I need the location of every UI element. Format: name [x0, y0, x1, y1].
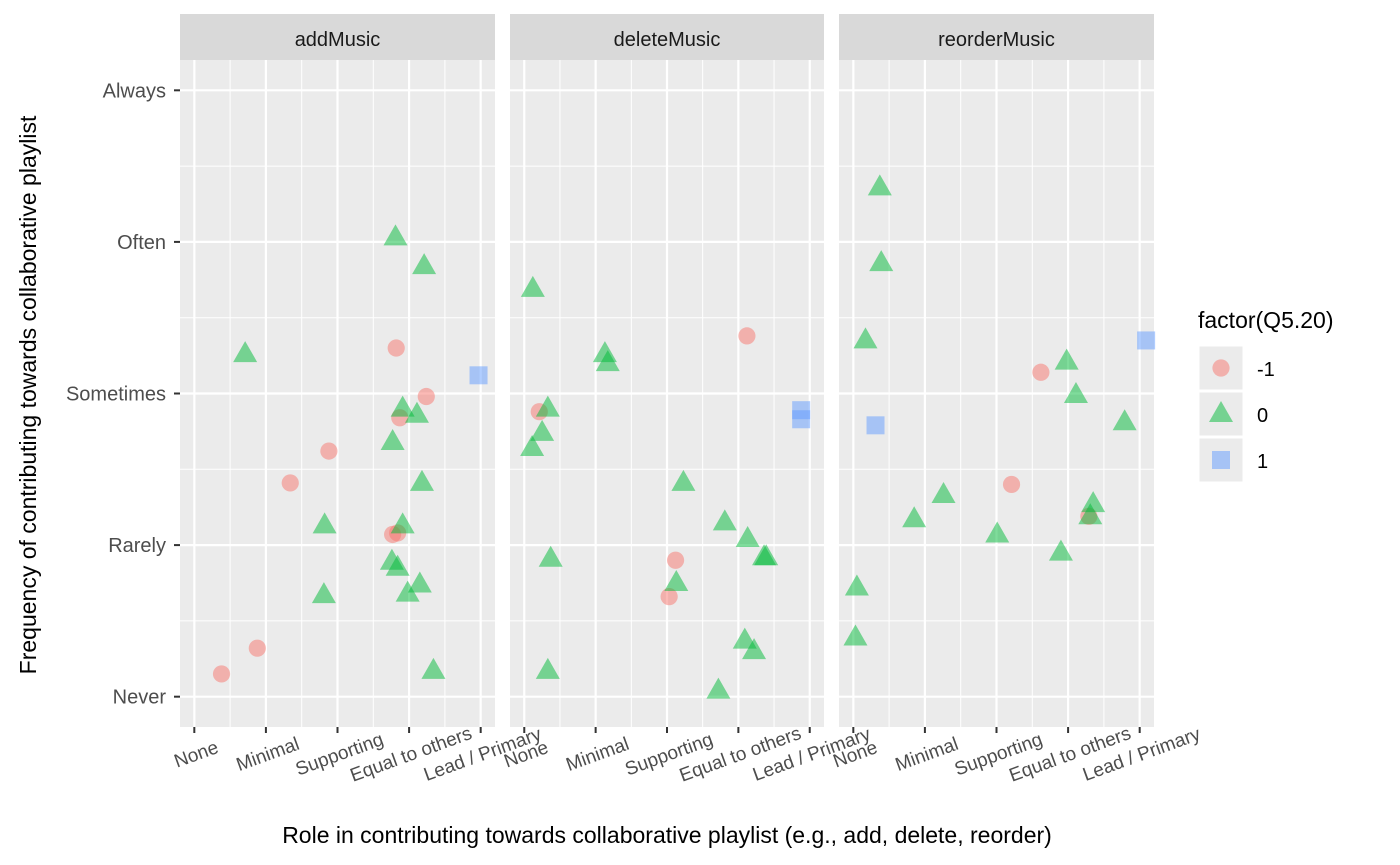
triangle-point — [1078, 503, 1103, 525]
facet-strip-label: deleteMusic — [614, 29, 721, 51]
triangle-point — [735, 526, 760, 548]
circle-point — [666, 551, 685, 569]
triangle-point — [1063, 381, 1088, 403]
circle-point — [248, 639, 266, 657]
triangle-point — [233, 341, 258, 363]
x-tick-label: None — [172, 737, 222, 772]
triangle-point — [390, 512, 415, 534]
legend-key-triangle — [1209, 400, 1233, 422]
triangle-point — [404, 401, 429, 423]
facet-strip-label: reorderMusic — [938, 29, 1055, 51]
triangle-point — [535, 657, 560, 679]
circle-point — [738, 327, 756, 345]
legend-keys: -1 0 1 — [1198, 345, 1275, 483]
triangle-point — [1112, 409, 1137, 431]
triangle-point — [931, 482, 956, 504]
triangle-point — [535, 395, 560, 417]
triangle-point — [742, 638, 767, 660]
circle-point — [1002, 475, 1021, 494]
facet-strip — [839, 14, 1154, 60]
triangle-point — [395, 580, 420, 602]
triangle-point — [390, 395, 415, 417]
circle-point — [281, 474, 299, 492]
triangle-point — [853, 327, 878, 349]
legend-label: 0 — [1257, 405, 1268, 427]
triangle-point — [380, 428, 405, 450]
triangle-point — [311, 582, 336, 604]
triangle-point — [385, 554, 410, 576]
triangle-point — [843, 624, 868, 646]
legend-key-square — [1212, 451, 1230, 469]
triangle-point — [530, 419, 555, 441]
facet-strip — [180, 14, 495, 60]
legend-key-circle — [1212, 359, 1230, 377]
legend: factor(Q5.20) -1 0 1 — [1198, 307, 1334, 483]
triangle-point — [902, 506, 927, 528]
facet-strip-label: addMusic — [295, 29, 381, 51]
triangle-point — [706, 677, 731, 699]
triangle-point — [421, 657, 446, 679]
triangle-point — [412, 253, 437, 275]
square-point — [792, 410, 811, 429]
circle-point — [417, 387, 435, 406]
triangle-point — [520, 435, 545, 457]
triangle-point — [383, 224, 408, 246]
triangle-point — [844, 574, 869, 596]
triangle-point — [869, 250, 894, 272]
square-point — [866, 416, 885, 435]
x-axis-title: Role in contributing towards collaborati… — [282, 822, 1052, 848]
y-tick-label: Sometimes — [66, 384, 166, 406]
square-point — [469, 366, 488, 385]
triangle-point — [312, 512, 337, 534]
legend-label: 1 — [1257, 451, 1268, 473]
triangle-point — [1048, 539, 1073, 561]
y-tick-label: Never — [113, 687, 167, 709]
circle-point — [387, 339, 405, 357]
triangle-point — [754, 544, 779, 566]
triangle-point — [407, 571, 432, 593]
triangle-point — [1054, 348, 1079, 370]
triangle-point — [712, 509, 737, 531]
triangle-point — [538, 545, 563, 567]
triangle-point — [664, 569, 689, 591]
y-tick-label: Often — [117, 232, 166, 254]
triangle-point — [732, 627, 757, 649]
square-point — [1137, 331, 1156, 350]
y-tick-label: Rarely — [108, 535, 166, 557]
triangle-point — [867, 174, 892, 196]
triangle-point — [409, 469, 434, 491]
triangle-point — [595, 350, 620, 372]
facet-strip — [510, 14, 824, 60]
triangle-point — [1081, 491, 1106, 513]
triangle-point — [520, 275, 545, 297]
y-tick-label: Always — [103, 80, 166, 102]
x-tick-label: Minimal — [563, 734, 632, 776]
x-tick-label: Minimal — [893, 734, 962, 776]
triangle-point — [671, 469, 696, 491]
circle-point — [212, 665, 231, 683]
triangle-point — [985, 521, 1010, 543]
y-axis: Never Rarely Sometimes Often Always — [66, 80, 180, 709]
y-axis-title: Frequency of contributing towards collab… — [15, 115, 41, 674]
circle-point — [1032, 363, 1050, 381]
legend-title: factor(Q5.20) — [1198, 307, 1334, 333]
circle-point — [320, 442, 338, 460]
circle-point — [660, 588, 678, 606]
x-tick-label: Minimal — [234, 734, 303, 776]
legend-label: -1 — [1257, 359, 1275, 381]
